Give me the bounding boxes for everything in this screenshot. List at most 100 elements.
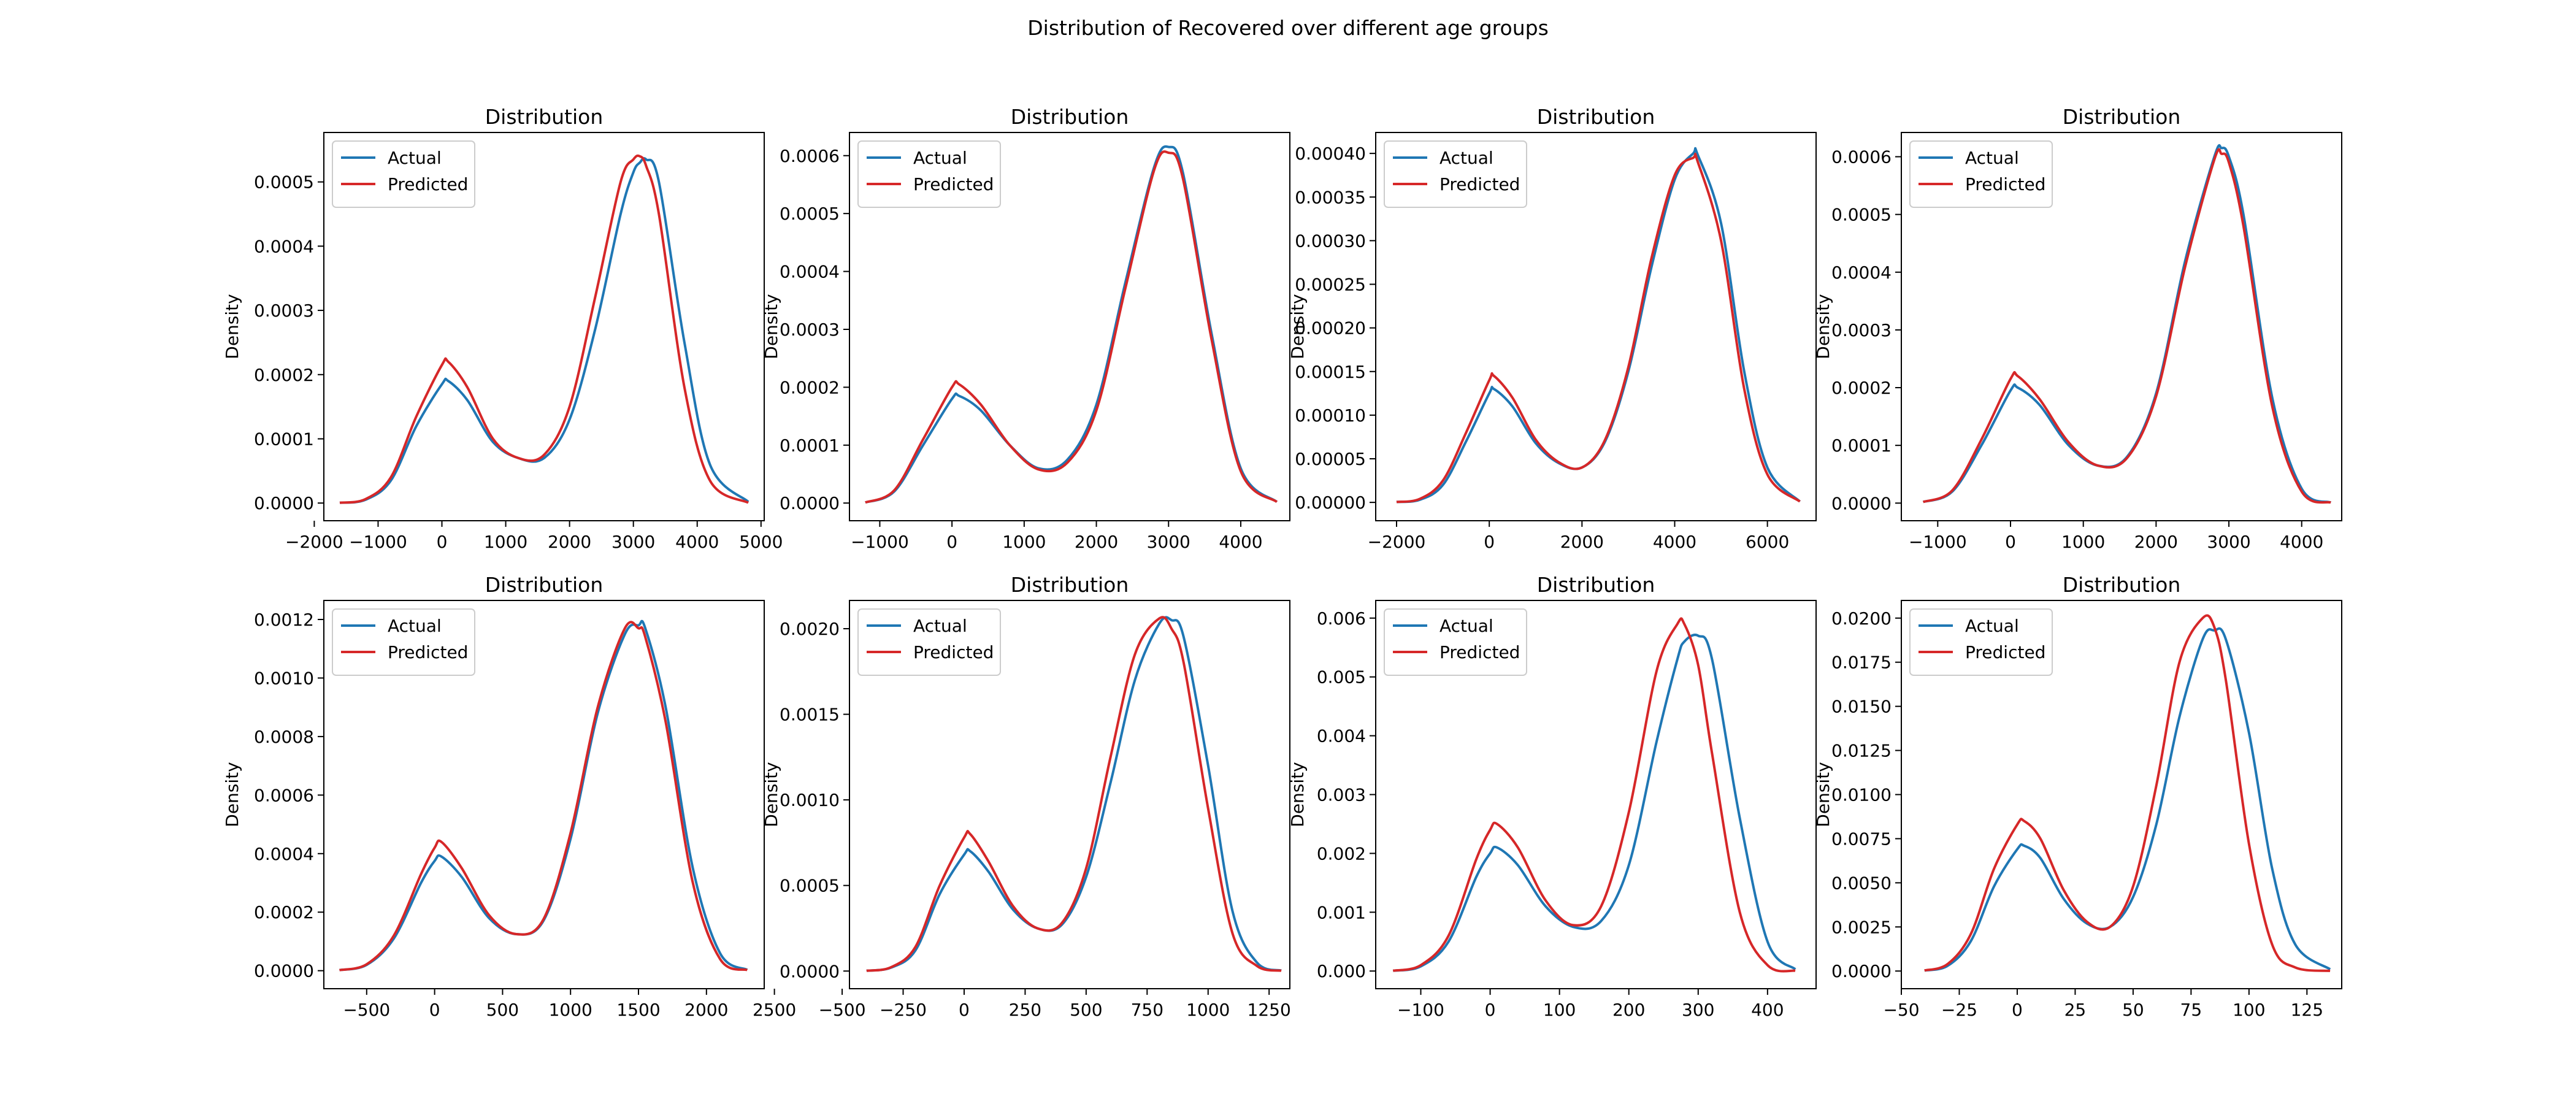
x-tick-label: 0 (2012, 1000, 2023, 1020)
y-tick-label: 0.0002 (780, 377, 840, 397)
series-line-actual (339, 157, 749, 504)
x-tick-label: −2000 (285, 532, 343, 552)
series-line-actual (866, 616, 1282, 972)
subplot-title: Distribution (2063, 105, 2181, 129)
series-line-predicted (1392, 617, 1796, 973)
x-tick-label: 2000 (1075, 532, 1118, 552)
x-tick-label: −1000 (1909, 532, 1967, 552)
y-tick-label: 0.0010 (780, 790, 840, 810)
series-lines (1396, 147, 1801, 504)
y-tick-label: 0.0004 (780, 262, 840, 282)
series-line-predicted (339, 154, 749, 504)
x-tick-label: 250 (1009, 1000, 1041, 1020)
subplot-8: Distribution −50 −25 0 25 50 75 100 125 0.0000 0.0… (1813, 573, 2342, 1020)
x-tick-label: 2500 (753, 1000, 796, 1020)
y-axis-label: Density (1287, 294, 1308, 359)
y-tick-label: 0.0000 (780, 961, 840, 981)
y-tick-label: 0.0005 (254, 172, 314, 193)
y-tick-label: 0.0050 (1831, 873, 1892, 893)
x-tick-label: 1000 (484, 532, 527, 552)
y-tick-label: 0.0006 (1831, 147, 1892, 167)
x-tick-label: −50 (1883, 1000, 1919, 1020)
legend-label-predicted: Predicted (388, 642, 468, 662)
x-tick-label: 2000 (2134, 532, 2178, 552)
x-tick-label: 0 (959, 1000, 970, 1020)
y-tick-label: 0.0000 (1831, 493, 1892, 513)
y-tick-label: 0.0015 (780, 705, 840, 725)
series-lines (866, 616, 1282, 972)
x-tick-label: 1000 (2061, 532, 2105, 552)
series-line-predicted (339, 621, 748, 972)
y-tick-label: 0.0000 (254, 961, 314, 981)
y-tick-label: 0.0000 (254, 493, 314, 513)
x-tick-label: −25 (1941, 1000, 1977, 1020)
subplot-title: Distribution (485, 105, 604, 129)
x-tick-label: 300 (1682, 1000, 1714, 1020)
y-tick-label: 0.00025 (1295, 275, 1366, 295)
subplot-title: Distribution (2063, 573, 2181, 597)
axes-frame (1375, 132, 1817, 521)
y-tick-label: 0.0175 (1831, 653, 1892, 673)
y-tick-label: 0.0012 (254, 610, 314, 630)
legend: Actual Predicted (857, 608, 1001, 676)
y-axis-label: Density (222, 762, 242, 827)
x-tick-label: −1000 (851, 532, 909, 552)
axes-frame (849, 132, 1290, 521)
y-tick-label: 0.0002 (254, 902, 314, 922)
y-tick-label: 0.003 (1317, 785, 1366, 805)
y-tick-label: 0.0008 (254, 727, 314, 747)
y-tick-label: 0.00005 (1295, 449, 1366, 469)
legend-label-actual: Actual (388, 148, 442, 168)
x-tick-label: −250 (880, 1000, 927, 1020)
legend-label-predicted: Predicted (1439, 174, 1520, 194)
legend: Actual Predicted (857, 140, 1001, 208)
y-tick-label: 0.006 (1317, 608, 1366, 629)
y-axis-label: Density (1813, 294, 1833, 359)
x-tick-label: 4000 (1219, 532, 1262, 552)
y-tick-label: 0.0001 (254, 429, 314, 449)
series-lines (339, 619, 748, 972)
subplot-2: Distribution −1000 0 1000 2000 3000 4000 0.0000… (761, 105, 1290, 552)
y-tick-label: 0.0005 (780, 204, 840, 224)
x-tick-label: −1000 (349, 532, 407, 552)
series-line-actual (1924, 627, 2331, 972)
x-tick-label: 1250 (1248, 1000, 1291, 1020)
x-tick-label: 2000 (1560, 532, 1604, 552)
x-tick-label: 3000 (2207, 532, 2250, 552)
y-tick-label: 0.0001 (780, 435, 840, 456)
x-tick-label: −2000 (1368, 532, 1426, 552)
subplot-title: Distribution (1011, 105, 1129, 129)
x-tick-label: 1000 (1186, 1000, 1230, 1020)
y-tick-label: 0.000 (1317, 961, 1366, 981)
y-tick-label: 0.004 (1317, 726, 1366, 746)
y-tick-label: 0.0000 (1831, 961, 1892, 981)
y-axis-label: Density (761, 294, 781, 359)
subplot-title: Distribution (1537, 105, 1655, 129)
y-tick-label: 0.0005 (1831, 205, 1892, 225)
y-tick-label: 0.0004 (254, 236, 314, 256)
x-tick-label: 0 (2005, 532, 2016, 552)
x-tick-label: 200 (1612, 1000, 1645, 1020)
y-tick-label: 0.0002 (254, 365, 314, 385)
subplot-3: Distribution −2000 0 2000 4000 6000 0.00000 0.0… (1287, 105, 1817, 552)
legend-label-actual: Actual (388, 616, 442, 636)
x-tick-label: 0 (1485, 1000, 1496, 1020)
y-tick-label: 0.0004 (1831, 263, 1892, 283)
y-tick-label: 0.0025 (1831, 917, 1892, 937)
legend-label-predicted: Predicted (388, 174, 468, 194)
y-tick-label: 0.0003 (1831, 320, 1892, 340)
y-tick-label: 0.00010 (1295, 405, 1366, 426)
legend: Actual Predicted (1384, 140, 1527, 208)
subplot-6: Distribution −500 −250 0 250 500 750 1000 1250 0.… (761, 573, 1291, 1020)
y-tick-label: 0.001 (1317, 902, 1366, 922)
x-tick-label: 500 (486, 1000, 519, 1020)
y-tick-label: 0.00015 (1295, 362, 1366, 382)
legend-label-actual: Actual (913, 148, 967, 168)
series-lines (865, 145, 1278, 504)
y-tick-label: 0.00035 (1295, 187, 1366, 207)
x-tick-label: 4000 (1653, 532, 1696, 552)
x-tick-label: 100 (2233, 1000, 2265, 1020)
axes-frame (323, 132, 765, 521)
x-tick-label: 0 (946, 532, 957, 552)
y-tick-label: 0.00000 (1295, 493, 1366, 513)
